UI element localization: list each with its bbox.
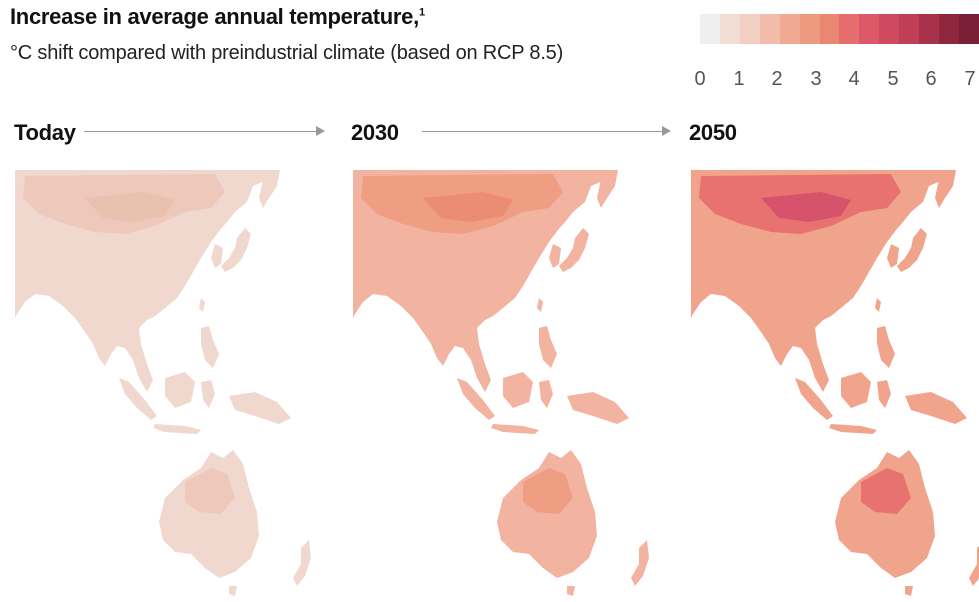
legend-swatch — [819, 14, 840, 44]
legend-tick-label: 5 — [887, 68, 899, 90]
color-legend: 0 1 2 3 4 5 6 7 — [694, 14, 979, 92]
landmass-java — [491, 424, 539, 434]
landmass-taiwan — [875, 298, 881, 312]
legend-tick-label: 6 — [925, 68, 937, 90]
landmass-kamchatka-coast — [597, 170, 618, 208]
landmass-tasmania — [905, 586, 913, 596]
landmass-sulawesi — [877, 380, 891, 408]
legend-swatch — [899, 14, 920, 44]
legend-swatch — [879, 14, 900, 44]
landmass-japan — [221, 228, 251, 272]
landmass-java — [829, 424, 877, 434]
landmass-new-guinea — [229, 392, 291, 424]
legend-tick-label: 3 — [810, 68, 822, 90]
warm-zone-australia — [185, 468, 235, 514]
landmass-taiwan — [199, 298, 205, 312]
legend-swatch — [958, 14, 979, 44]
landmass-philippines — [877, 326, 895, 368]
landmass-sumatra — [457, 378, 495, 420]
panel-label-2030: 2030 — [351, 120, 399, 145]
landmass-philippines — [539, 326, 557, 368]
warm-zone-core — [85, 192, 175, 222]
map-2030 — [348, 168, 658, 598]
landmass-australia — [159, 450, 259, 578]
legend-swatch — [939, 14, 959, 44]
landmass-borneo — [503, 372, 533, 408]
warm-zone-australia — [861, 468, 911, 514]
legend-swatch — [859, 14, 880, 44]
legend-swatch — [779, 14, 800, 44]
chart-subtitle: °C shift compared with preindustrial cli… — [10, 42, 564, 64]
landmass-borneo — [165, 372, 195, 408]
legend-swatch — [719, 14, 740, 44]
arrow-today-to-2030 — [84, 126, 325, 136]
map-svg — [353, 170, 649, 596]
landmass-korea — [211, 244, 223, 268]
landmass-philippines — [201, 326, 219, 368]
map-today — [10, 168, 320, 598]
landmass-new-guinea — [905, 392, 967, 424]
landmass-tasmania — [229, 586, 237, 596]
title-text: Increase in average annual temperature, — [10, 4, 419, 29]
landmass-sumatra — [119, 378, 157, 420]
landmass-taiwan — [537, 298, 543, 312]
landmass-kamchatka-coast — [259, 170, 280, 208]
landmass-borneo — [841, 372, 871, 408]
landmass-new-zealand — [631, 540, 649, 586]
legend-ticks: 0 1 2 3 4 5 6 7 — [694, 68, 979, 92]
map-svg — [691, 170, 979, 596]
warm-zone-core — [761, 192, 851, 222]
landmass-korea — [549, 244, 561, 268]
warm-zone-core — [423, 192, 513, 222]
landmass-new-guinea — [567, 392, 629, 424]
map-svg — [15, 170, 311, 596]
landmass-sulawesi — [539, 380, 553, 408]
legend-tick-label: 2 — [771, 68, 783, 90]
legend-swatch — [759, 14, 780, 44]
legend-tick-label: 0 — [694, 68, 706, 90]
arrow-2030-to-2050 — [422, 126, 671, 136]
panel-label-today: Today — [14, 120, 76, 145]
title-footnote: 1 — [418, 6, 425, 19]
legend-swatch — [919, 14, 940, 44]
landmass-kamchatka-coast — [935, 170, 956, 208]
landmass-sulawesi — [201, 380, 215, 408]
landmass-java — [153, 424, 201, 434]
legend-swatch — [799, 14, 820, 44]
landmass-japan — [897, 228, 927, 272]
landmass-australia — [835, 450, 935, 578]
legend-swatch — [739, 14, 760, 44]
landmass-new-zealand — [293, 540, 311, 586]
landmass-sumatra — [795, 378, 833, 420]
warm-zone-australia — [523, 468, 573, 514]
legend-tick-label: 1 — [733, 68, 745, 90]
landmass-australia — [497, 450, 597, 578]
chart-title: Increase in average annual temperature,1 — [10, 4, 425, 30]
legend-color-bar — [700, 14, 979, 44]
legend-tick-label: 7 — [964, 68, 976, 90]
map-2050 — [686, 168, 979, 598]
landmass-korea — [887, 244, 899, 268]
legend-swatch — [839, 14, 860, 44]
landmass-japan — [559, 228, 589, 272]
legend-tick-label: 4 — [848, 68, 860, 90]
landmass-tasmania — [567, 586, 575, 596]
landmass-new-zealand — [969, 546, 979, 586]
legend-swatch — [700, 14, 720, 44]
panel-label-2050: 2050 — [689, 120, 737, 145]
